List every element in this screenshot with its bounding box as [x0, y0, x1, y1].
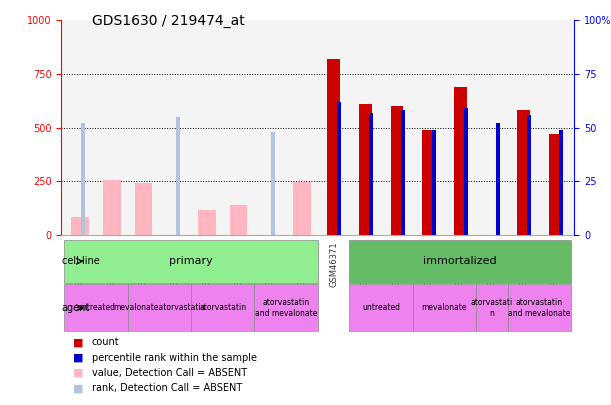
Text: value, Detection Call = ABSENT: value, Detection Call = ABSENT: [92, 368, 247, 378]
Bar: [454, 87, 467, 235]
Text: untreated: untreated: [77, 303, 115, 312]
Bar: [369, 113, 373, 235]
Text: GDS1630 / 219474_at: GDS1630 / 219474_at: [92, 14, 244, 28]
Bar: [496, 123, 500, 235]
Bar: [433, 130, 436, 235]
Text: percentile rank within the sample: percentile rank within the sample: [92, 353, 257, 362]
Text: count: count: [92, 337, 119, 347]
Bar: [64, 240, 318, 283]
Text: ■: ■: [73, 384, 84, 393]
Bar: [337, 102, 341, 235]
Text: ■: ■: [73, 368, 84, 378]
Bar: [559, 130, 563, 235]
Bar: [176, 117, 180, 235]
Bar: [549, 134, 562, 235]
Bar: [422, 130, 435, 235]
Text: rank, Detection Call = ABSENT: rank, Detection Call = ABSENT: [92, 384, 242, 393]
Text: atorvastati
n: atorvastati n: [471, 298, 513, 318]
Bar: [518, 111, 530, 235]
Text: mevalonateatorvastatin: mevalonateatorvastatin: [113, 303, 206, 312]
Text: agent: agent: [62, 303, 90, 313]
Bar: [413, 284, 476, 332]
Text: cell line: cell line: [62, 256, 100, 266]
Text: ■: ■: [73, 353, 84, 362]
Text: primary: primary: [169, 256, 213, 266]
Bar: [254, 284, 318, 332]
Text: atorvastatin
and mevalonate: atorvastatin and mevalonate: [508, 298, 571, 318]
Bar: [293, 182, 310, 235]
Text: mevalonate: mevalonate: [422, 303, 467, 312]
Text: ■: ■: [73, 337, 84, 347]
Bar: [230, 205, 247, 235]
Bar: [349, 240, 571, 283]
Bar: [128, 284, 191, 332]
Bar: [401, 111, 404, 235]
Bar: [198, 210, 216, 235]
Bar: [271, 132, 274, 235]
Text: atorvastatin
and mevalonate: atorvastatin and mevalonate: [255, 298, 317, 318]
Bar: [476, 284, 508, 332]
Bar: [81, 123, 84, 235]
Bar: [103, 180, 120, 235]
Bar: [527, 115, 531, 235]
Text: immortalized: immortalized: [423, 256, 497, 266]
Text: atorvastatin: atorvastatin: [199, 303, 246, 312]
Bar: [71, 217, 89, 235]
Bar: [64, 284, 128, 332]
Bar: [464, 108, 468, 235]
Bar: [191, 284, 254, 332]
Bar: [327, 59, 340, 235]
Bar: [359, 104, 371, 235]
Bar: [390, 106, 403, 235]
Bar: [349, 284, 413, 332]
Bar: [135, 183, 152, 235]
Bar: [508, 284, 571, 332]
Text: untreated: untreated: [362, 303, 400, 312]
